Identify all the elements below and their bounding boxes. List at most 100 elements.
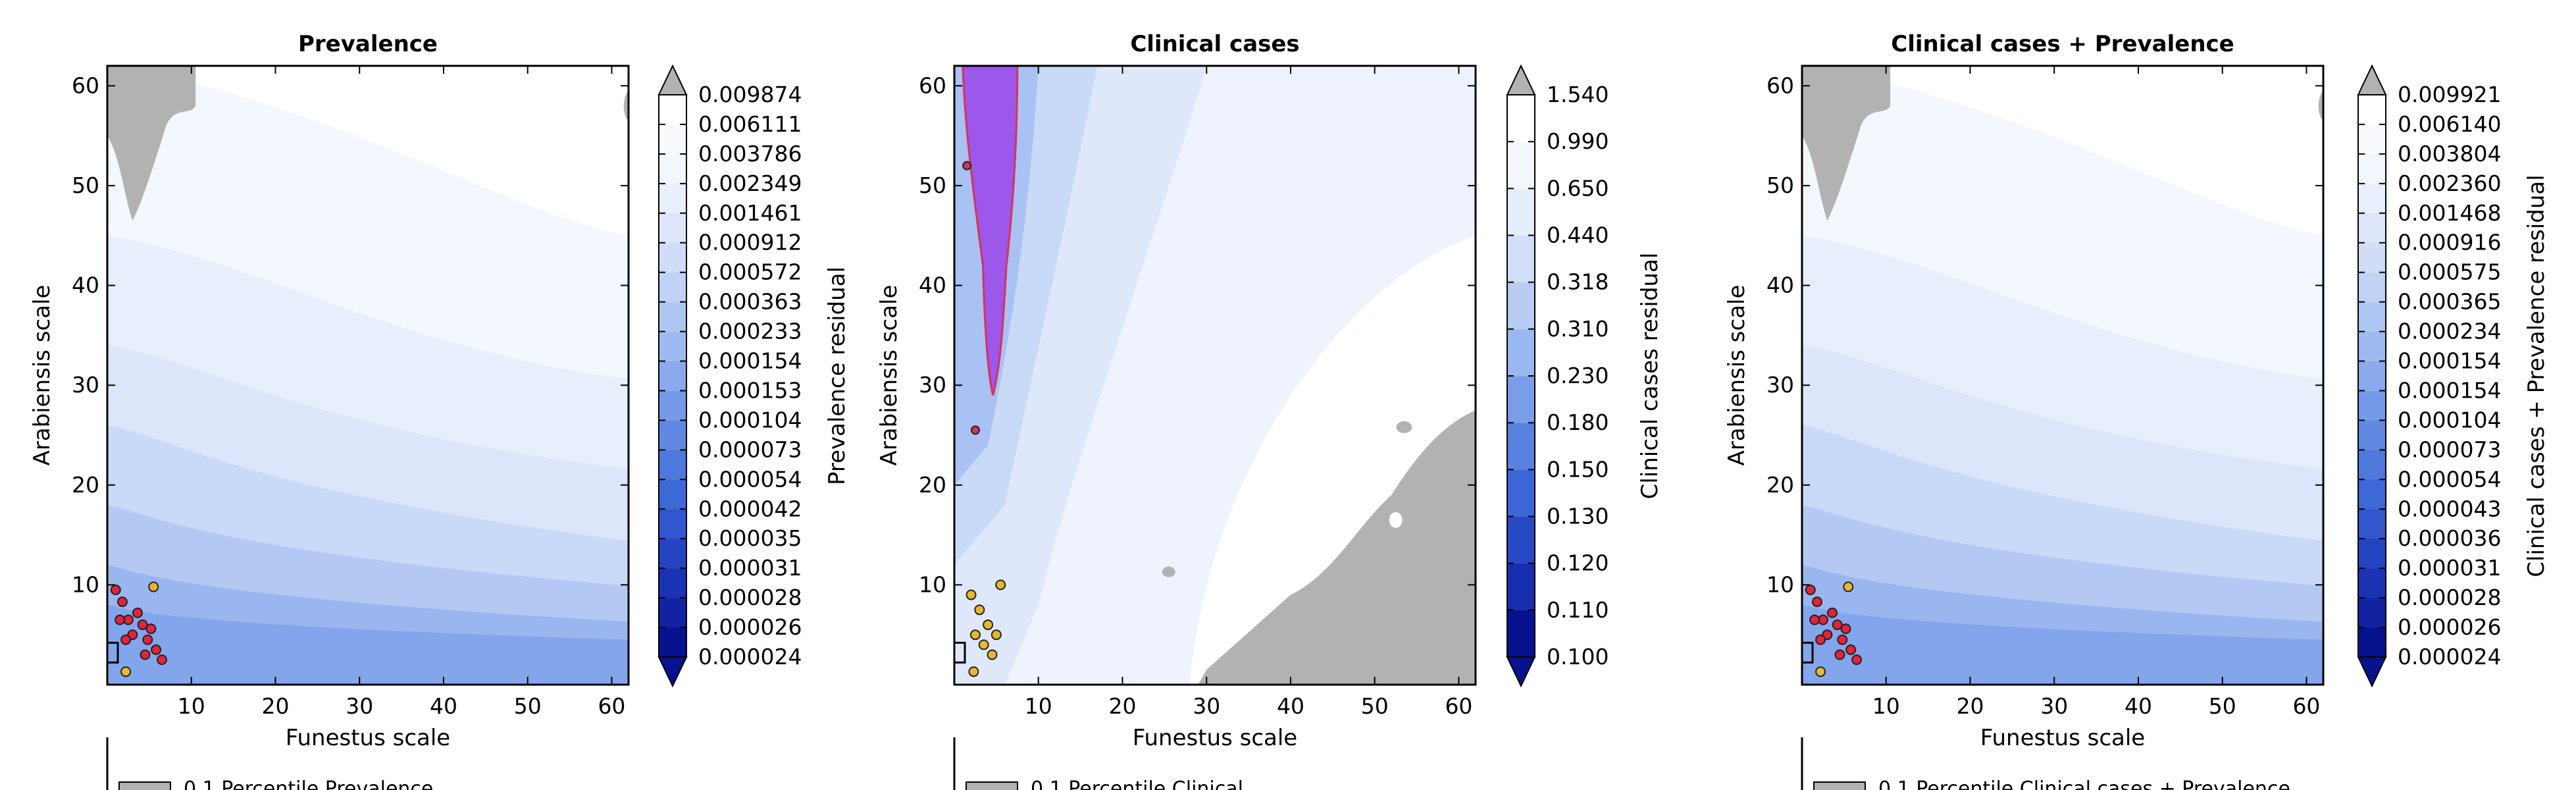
colorbar-segment — [2358, 95, 2386, 125]
data-point — [145, 623, 157, 635]
x-axis-label: Funestus scale — [286, 725, 450, 751]
legend-label: 0.1 Percentile Prevalence — [184, 777, 433, 790]
chart-panel-3: 10 20 30 40 50 60 10 20 30 40 50 60 Clinical cases +… — [1724, 31, 2550, 790]
data-point — [974, 604, 985, 616]
colorbar-frame — [2357, 94, 2386, 658]
colorbar-tick-label: 0.006111 — [698, 111, 802, 137]
colorbar: 0.000024 0.000026 0.000028 0.000031 0.000036… — [2357, 64, 2550, 688]
colorbar-tick-label: 0.000031 — [698, 555, 802, 581]
colorbar-segment — [2358, 272, 2386, 303]
masked-region — [1162, 566, 1175, 577]
x-tick-label: 10 — [178, 693, 205, 719]
colorbar-tick-label: 0.310 — [1547, 316, 1609, 342]
axes-frame — [106, 65, 630, 686]
x-tick-label: 50 — [2209, 693, 2236, 719]
legend-swatch — [966, 781, 1018, 790]
legend: 0.1 Percentile Clinical — [953, 737, 1243, 790]
colorbar: 0.000024 0.000026 0.000028 0.000031 0.000035… — [657, 64, 850, 688]
reference-marker — [107, 641, 119, 664]
colorbar-tick-label: 0.000234 — [2398, 319, 2501, 344]
masked-region — [2318, 90, 2323, 121]
unmasked-hole — [1389, 512, 1403, 528]
masked-region — [1198, 410, 1476, 685]
colorbar-segment — [659, 390, 686, 421]
contour-field — [954, 66, 1476, 685]
colorbar-segment — [2358, 242, 2386, 273]
chart-panel-1: 10 20 30 40 50 60 10 20 30 40 50 60 Prevalence Funest… — [29, 31, 850, 790]
colorbar-segment — [1507, 563, 1535, 611]
colorbar-segment — [2358, 450, 2386, 480]
data-point — [1840, 623, 1851, 635]
colorbar-segment — [659, 213, 686, 244]
data-point — [116, 596, 128, 608]
colorbar-tick-label: 0.000054 — [2398, 466, 2501, 492]
colorbar-segment — [659, 450, 686, 480]
data-point — [1837, 634, 1848, 645]
colorbar-segment — [659, 95, 686, 125]
masked-region — [1802, 66, 1891, 221]
colorbar-segment — [2358, 539, 2386, 569]
colorbar-segment — [1507, 423, 1535, 470]
colorbar-extend-max — [2357, 64, 2387, 95]
colorbar-segment — [2358, 153, 2386, 184]
colorbar-tick-label: 0.000028 — [698, 585, 802, 610]
x-axis-label: Funestus scale — [1980, 725, 2145, 751]
colorbar-tick-label: 0.000154 — [2398, 348, 2501, 374]
y-tick-label: 40 — [919, 273, 946, 298]
colorbar-segment — [1507, 282, 1535, 330]
y-tick-label: 60 — [72, 72, 99, 98]
data-point — [966, 589, 977, 600]
colorbar-tick-label: 0.009921 — [2398, 82, 2501, 107]
colorbar-tick-label: 0.000153 — [698, 377, 802, 403]
y-axis-label: Arabiensis scale — [29, 285, 55, 466]
data-point — [132, 607, 143, 618]
colorbar-segment — [659, 420, 686, 450]
x-tick-label: 30 — [2040, 693, 2068, 719]
colorbar-tick-label: 0.000035 — [698, 525, 802, 551]
masked-region — [1396, 421, 1412, 433]
colorbar-extend-min — [657, 656, 688, 688]
colorbar-tick-label: 0.120 — [1547, 550, 1609, 576]
data-point — [970, 425, 980, 435]
y-tick-label: 40 — [1766, 273, 1794, 298]
y-tick-label: 60 — [919, 72, 946, 98]
colorbar-extend-max — [1506, 64, 1536, 95]
y-tick-label: 30 — [1766, 372, 1794, 398]
colorbar-segment — [659, 153, 686, 184]
colorbar-tick-label: 0.001468 — [2398, 200, 2501, 226]
colorbar-segment — [2358, 183, 2386, 214]
legend-swatch — [1813, 781, 1866, 790]
colorbar-segment — [659, 627, 686, 658]
data-point — [1843, 581, 1854, 592]
colorbar-segment — [659, 509, 686, 539]
colorbar-label: Clinical cases residual — [1637, 253, 1663, 500]
chart-title: Clinical cases + Prevalence — [1891, 31, 2234, 57]
colorbar-segment — [2358, 331, 2386, 362]
data-point — [1815, 666, 1826, 677]
y-tick-label: 50 — [72, 172, 99, 198]
colorbar-segment — [659, 361, 686, 391]
colorbar-tick-label: 0.006140 — [2398, 111, 2501, 137]
x-tick-label: 40 — [430, 693, 457, 719]
colorbar-tick-label: 0.000365 — [2398, 289, 2501, 315]
colorbar-tick-label: 0.000031 — [2398, 555, 2501, 581]
colorbar-tick-label: 0.150 — [1547, 456, 1609, 482]
data-point — [140, 649, 151, 660]
legend: 0.1 Percentile Clinical cases + Prevalen… — [1801, 737, 2290, 790]
colorbar-tick-label: 0.000572 — [698, 259, 802, 285]
colorbar-segment — [659, 183, 686, 214]
y-tick-label: 50 — [1766, 172, 1794, 198]
colorbar-tick-label: 0.000104 — [698, 407, 802, 433]
y-tick-label: 20 — [919, 472, 946, 498]
colorbar-segment — [2358, 568, 2386, 598]
colorbar-tick-label: 0.000363 — [698, 289, 802, 315]
colorbar-tick-label: 0.000073 — [2398, 436, 2501, 462]
colorbar-tick-label: 0.990 — [1547, 128, 1609, 154]
colorbar-tick-label: 0.100 — [1547, 644, 1609, 670]
data-point — [995, 579, 1006, 591]
x-tick-label: 20 — [261, 693, 289, 719]
colorbar-segment — [2358, 509, 2386, 539]
colorbar-tick-label: 0.001461 — [698, 200, 802, 226]
data-point — [983, 619, 994, 631]
